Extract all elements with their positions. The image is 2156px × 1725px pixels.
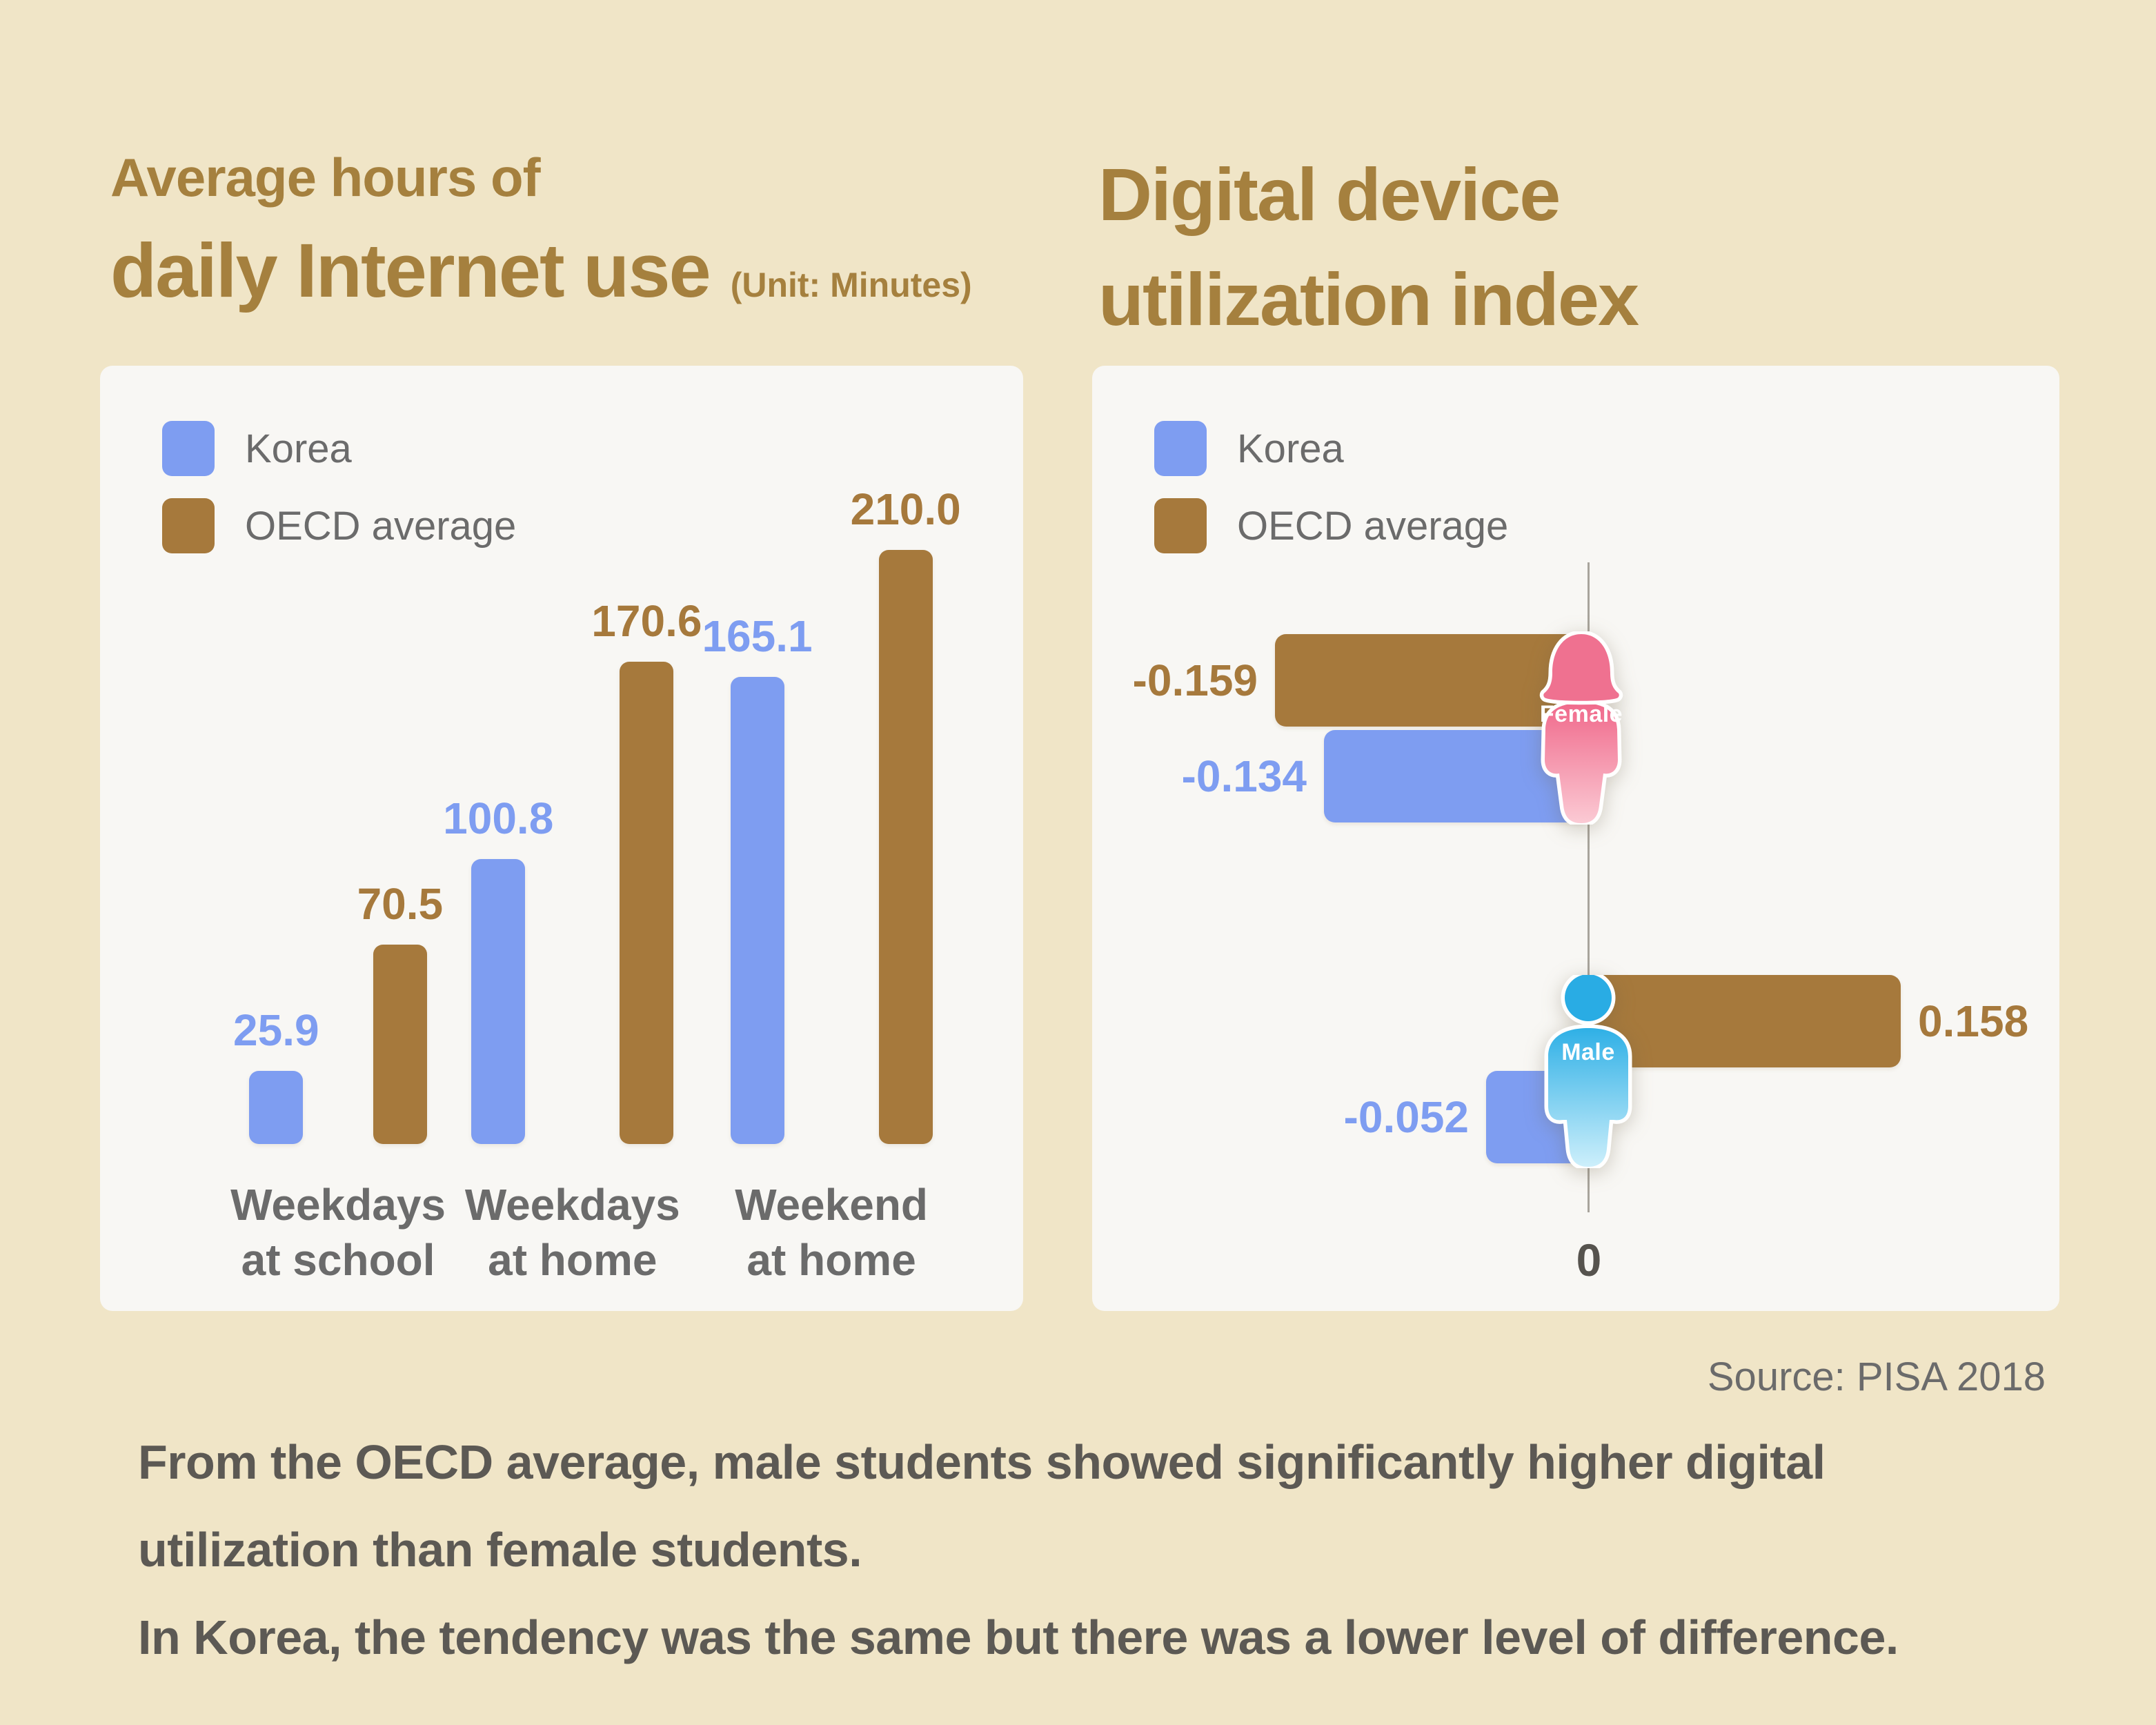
category-label: Weekdays at home [464,1180,680,1285]
left-chart-title: Average hours of daily Internet use (Uni… [110,146,972,315]
bar-group: 100.8 170.6 Weekdays at home [443,595,702,1285]
korea-swatch-icon [1154,421,1207,476]
bar-value-label: 100.8 [443,793,554,843]
bar-column: 210.0 [851,484,961,1144]
bar-male-oecd [1589,975,1901,1067]
bar-column: 70.5 [357,878,444,1144]
female-figure-icon: Female [1539,631,1623,825]
bar-korea [730,677,784,1144]
bar-oecd-average [620,662,674,1144]
bar-value-label: 165.1 [702,611,813,661]
zero-axis-label: 0 [1576,1234,1602,1285]
utilization-index-chart-panel: Korea OECD average 0 -0.159 -0.134 0.158 -0… [1092,366,2059,1311]
oecd-swatch-icon [1154,498,1207,553]
legend-label-oecd: OECD average [245,503,517,549]
female-hair [1539,631,1623,705]
legend-left: Korea OECD average [162,421,516,553]
left-title-line2: daily Internet use [110,228,711,313]
bar-value-label: 70.5 [357,879,444,929]
bar-korea [249,1071,304,1144]
legend-label-oecd: OECD average [1237,503,1509,549]
zero-axis-line [1588,562,1590,1212]
left-title-line1: Average hours of [110,147,541,208]
legend-item-oecd: OECD average [162,498,516,553]
bar-column: 165.1 [702,611,813,1144]
male-body [1544,1024,1632,1168]
bar-oecd-average [878,550,933,1144]
bar-value-label: -0.052 [1343,1092,1469,1142]
legend-right: Korea OECD average [1154,421,1508,553]
right-chart-title: Digital device utilization index [1098,142,1639,352]
internet-use-chart-panel: Korea OECD average 25.9 70.5 Weekdays at sc… [100,366,1023,1311]
bar-group: 25.9 70.5 Weekdays at school [230,878,446,1285]
bar-value-label: 170.6 [591,596,702,646]
male-head [1561,975,1616,1025]
korea-swatch-icon [162,421,215,476]
female-figure-label: Female [1540,701,1623,727]
left-title-unit: (Unit: Minutes) [730,266,972,304]
left-chart-groups: 25.9 70.5 Weekdays at school 100.8 170.6 Weekd… [230,484,961,1285]
bar-value-label: 25.9 [233,1005,319,1055]
bar-value-label: -0.159 [1132,656,1258,705]
caption-text: From the OECD average, male students sho… [138,1419,1899,1682]
male-figure-label: Male [1561,1039,1615,1065]
caption-line-1: From the OECD average, male students sho… [138,1435,1826,1489]
bar-group: 165.1 210.0 Weekend at home [702,484,961,1285]
bar-column: 170.6 [591,595,702,1144]
caption-line-2: utilization than female students. [138,1523,862,1577]
legend-item-korea: Korea [162,421,516,476]
male-figure-icon: Male [1544,975,1632,1168]
bar-female-oecd [1275,634,1589,727]
bar-value-label: -0.134 [1181,751,1307,801]
oecd-swatch-icon [162,498,215,553]
bar-column: 25.9 [233,1005,319,1144]
bar-value-label: 210.0 [850,484,961,534]
right-title-line2: utilization index [1098,257,1639,341]
legend-label-korea: Korea [245,426,352,471]
source-note: Source: PISA 2018 [1707,1354,2046,1399]
category-label: Weekdays at school [230,1180,446,1285]
bar-column: 100.8 [443,793,553,1144]
right-title-line1: Digital device [1098,152,1561,236]
legend-label-korea: Korea [1237,426,1344,471]
bar-oecd-average [373,945,427,1144]
category-label: Weekend at home [735,1180,928,1285]
legend-item-oecd: OECD average [1154,498,1508,553]
legend-item-korea: Korea [1154,421,1508,476]
caption-line-3: In Korea, the tendency was the same but … [138,1610,1899,1664]
bar-korea [471,859,526,1144]
bar-value-label: 0.158 [1918,996,2029,1046]
female-body [1541,699,1622,825]
